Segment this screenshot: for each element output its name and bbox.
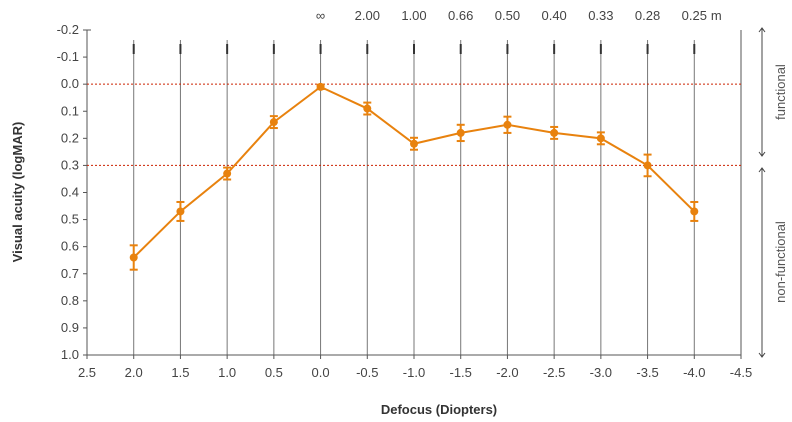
top-axis-label: 0.50: [495, 8, 520, 23]
y-tick-label: 0.7: [61, 266, 79, 281]
y-tick-label: 0.4: [61, 185, 79, 200]
x-tick-label: -1.0: [403, 365, 425, 380]
y-tick-label: 0.2: [61, 130, 79, 145]
x-tick-label: -3.5: [636, 365, 658, 380]
top-axis-label: 2.00: [355, 8, 380, 23]
x-tick-label: 2.5: [78, 365, 96, 380]
data-point: [410, 139, 418, 148]
data-point: [643, 161, 652, 170]
data-point: [456, 128, 465, 137]
x-tick-label: 1.5: [171, 365, 189, 380]
functional-label: functional: [773, 64, 788, 120]
data-point: [223, 169, 232, 178]
top-axis-label: 0.25: [682, 8, 707, 23]
x-tick-label: -3.0: [590, 365, 612, 380]
x-tick-label: -4.5: [730, 365, 752, 380]
data-point: [503, 120, 512, 129]
y-axis-title: Visual acuity (logMAR): [10, 122, 25, 263]
data-point: [550, 128, 559, 137]
x-axis-title: Defocus (Diopters): [381, 402, 497, 417]
data-point: [269, 118, 278, 127]
functional-range-arrow-head-top: [758, 27, 766, 33]
x-tick-label: -0.5: [356, 365, 378, 380]
x-tick-label: 2.0: [125, 365, 143, 380]
x-tick-label: 0.0: [312, 365, 330, 380]
top-axis-label: 0.40: [541, 8, 566, 23]
data-point: [596, 134, 605, 143]
top-axis-label: 0.66: [448, 8, 473, 23]
x-tick-label: 0.5: [265, 365, 283, 380]
y-tick-label: 0.3: [61, 157, 79, 172]
y-tick-label: 0.5: [61, 212, 79, 227]
top-axis-label: ∞: [316, 8, 325, 23]
y-tick-label: 0.0: [61, 76, 79, 91]
x-tick-label: -2.5: [543, 365, 565, 380]
x-tick-label: -2.0: [496, 365, 518, 380]
y-tick-label: -0.2: [57, 22, 79, 37]
data-point: [363, 104, 372, 113]
non-functional-label: non-functional: [773, 221, 788, 303]
top-axis-label: 1.00: [401, 8, 426, 23]
y-tick-label: -0.1: [57, 49, 79, 64]
y-tick-label: 0.6: [61, 239, 79, 254]
data-point: [316, 82, 325, 91]
x-tick-label: -1.5: [450, 365, 472, 380]
y-tick-label: 0.8: [61, 293, 79, 308]
y-tick-label: 0.9: [61, 320, 79, 335]
functional-range-arrow-head-bottom: [758, 151, 766, 157]
non-functional-range-arrow-head-bottom: [758, 352, 766, 358]
x-tick-label: -4.0: [683, 365, 705, 380]
y-tick-label: 0.1: [61, 103, 79, 118]
top-axis-label: 0.28: [635, 8, 660, 23]
y-tick-label: 1.0: [61, 347, 79, 362]
x-tick-label: 1.0: [218, 365, 236, 380]
data-point: [176, 207, 185, 216]
data-point: [690, 207, 699, 216]
top-axis-unit: m: [711, 8, 722, 23]
data-point: [129, 253, 138, 262]
non-functional-range-arrow-head-top: [758, 167, 766, 173]
top-axis-label: 0.33: [588, 8, 613, 23]
